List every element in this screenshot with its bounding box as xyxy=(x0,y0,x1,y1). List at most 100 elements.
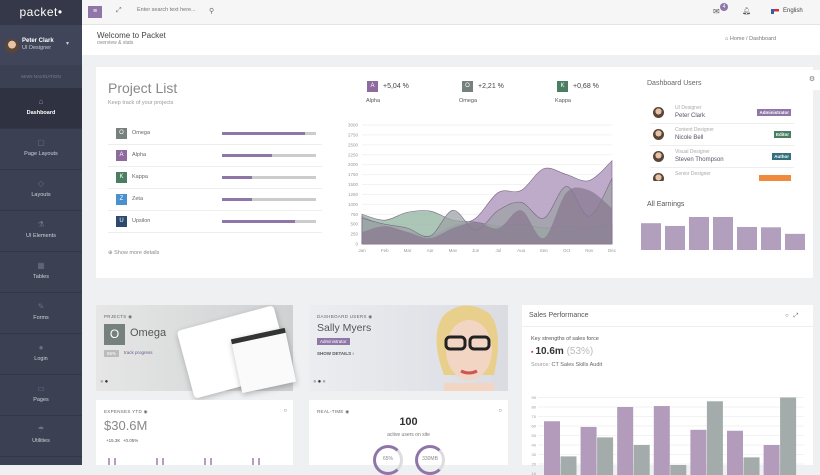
project-avatar: Z xyxy=(116,194,127,205)
sales-bar xyxy=(634,445,650,475)
project-avatar: O xyxy=(104,324,125,345)
x-tick-label: Sep xyxy=(540,248,549,252)
user-name: Peter Clark xyxy=(22,38,54,44)
slider-dots[interactable]: ●●● xyxy=(313,379,327,385)
role-badge: Author xyxy=(772,153,791,160)
x-tick-label: Feb xyxy=(381,248,389,252)
y-tick-label: 70 xyxy=(532,414,537,419)
nav-label: Page Layouts xyxy=(0,151,82,157)
user-role: Senior Designer xyxy=(675,171,711,177)
role-badge: Administrator xyxy=(317,338,350,345)
y-tick-label: 1750 xyxy=(348,172,359,177)
project-name: Zeta xyxy=(132,196,143,202)
sidebar-item-forms[interactable]: ✎Forms xyxy=(0,293,82,334)
y-tick-label: 0 xyxy=(355,242,358,247)
menu-toggle-button[interactable]: ≡ xyxy=(88,6,102,18)
user-row[interactable]: Senior Designer xyxy=(650,168,794,181)
nav-section-label: MAIN NAVIGATION xyxy=(0,74,82,79)
language-selector[interactable]: English xyxy=(783,8,803,14)
nav-icon: ● xyxy=(0,343,82,352)
mail-icon[interactable]: ✉ xyxy=(713,7,720,16)
show-details-link[interactable]: SHOW DETAILS › xyxy=(317,351,354,356)
stat-name: Omega xyxy=(448,98,488,104)
nav-label: Pages xyxy=(0,397,82,403)
nav-icon: ✎ xyxy=(0,302,82,311)
breadcrumb-home[interactable]: Home xyxy=(730,36,745,42)
expand-icon[interactable]: ⤢ xyxy=(794,313,799,319)
logo[interactable]: packet• xyxy=(0,0,82,25)
avatar xyxy=(653,151,664,162)
avatar xyxy=(653,129,664,140)
project-list-title: Project List xyxy=(108,80,177,96)
y-tick-label: 30 xyxy=(532,452,537,457)
search-input[interactable] xyxy=(137,7,207,13)
nav-icon: ▦ xyxy=(0,261,82,270)
sidebar-item-ui-elements[interactable]: ⚗UI Elements xyxy=(0,211,82,252)
chevron-down-icon[interactable]: ▾ xyxy=(66,40,69,47)
y-tick-label: 2500 xyxy=(348,142,359,147)
y-tick-label: 3000 xyxy=(348,123,359,128)
project-name: Alpha xyxy=(132,152,146,158)
refresh-icon[interactable]: ○ xyxy=(785,313,789,319)
sidebar-item-dashboard[interactable]: ⌂Dashboard xyxy=(0,88,82,129)
user-name: Nicole Bell xyxy=(675,135,703,141)
projects-slider-card: PRJECTS ◉ O Omega 65% track progress ●● xyxy=(96,305,293,391)
progress-fill xyxy=(222,198,252,201)
page-subtitle: overview & stats xyxy=(97,40,133,46)
active-users-label: active users on site xyxy=(309,432,508,438)
nav-icon: ▢ xyxy=(0,138,82,147)
y-tick-label: 2250 xyxy=(348,152,359,157)
stat-avatar: K xyxy=(557,81,568,92)
bell-icon[interactable]: 🔔︎ xyxy=(742,7,751,15)
earnings-bar xyxy=(785,234,805,250)
sidebar-item-tables[interactable]: ▦ Tables xyxy=(0,252,82,293)
x-tick-label: Jan xyxy=(358,248,366,252)
avatar xyxy=(653,173,664,181)
project-row[interactable]: Z Zeta xyxy=(108,189,322,211)
search-icon[interactable]: ⚲ xyxy=(209,7,214,15)
sidebar-item-pages[interactable]: ▭Pages xyxy=(0,375,82,416)
sidebar-item-login[interactable]: ● Login xyxy=(0,334,82,375)
project-name: Kappa xyxy=(132,174,148,180)
sales-key: Key strengths of sales force xyxy=(531,336,599,342)
track-progress-link[interactable]: track progress xyxy=(124,350,153,355)
y-tick-label: 50 xyxy=(532,433,537,438)
earnings-bar-chart xyxy=(641,212,806,250)
slider-dots[interactable]: ●● xyxy=(100,379,109,385)
refresh-icon[interactable]: ○ xyxy=(498,408,502,414)
sidebar: packet• Peter Clark UI Designer ▾ MAIN N… xyxy=(0,0,82,465)
card-actions[interactable]: ○ ⤢ xyxy=(785,313,798,320)
sidebar-item-utilities[interactable]: ☂Utilities xyxy=(0,416,82,457)
stat-value: +0,68 % xyxy=(573,83,599,90)
sidebar-item-page-layouts[interactable]: ▢ Page Layouts xyxy=(0,129,82,170)
cpu-donut: 65% xyxy=(373,445,403,475)
sidebar-item-layouts[interactable]: ◇Layouts xyxy=(0,170,82,211)
y-tick-label: 1500 xyxy=(348,182,359,187)
sales-bar xyxy=(597,437,613,475)
nav-label: Login xyxy=(0,356,82,362)
fullscreen-icon[interactable]: ⤢ xyxy=(116,7,122,15)
nav-label: Tables xyxy=(0,274,82,280)
mail-count-badge: 4 xyxy=(720,3,728,11)
user-menu[interactable]: Peter Clark UI Designer ▾ xyxy=(0,25,82,65)
progress-fill xyxy=(222,132,305,135)
y-tick-label: 500 xyxy=(350,222,358,227)
sales-performance-card: Sales Performance ○ ⤢ Key strengths of s… xyxy=(522,305,813,465)
refresh-icon[interactable]: ○ xyxy=(283,408,287,414)
user-photo xyxy=(424,305,508,391)
progress-bar xyxy=(222,198,316,201)
sales-bar xyxy=(780,398,796,475)
expenses-sparkbars xyxy=(108,458,278,465)
settings-gear-icon[interactable]: ⚙ xyxy=(804,70,820,90)
project-name: Omega xyxy=(132,130,150,136)
realtime-label: REAL-TIME ◉ xyxy=(317,409,349,415)
show-more-link[interactable]: ⊕ Show more details xyxy=(108,250,159,256)
